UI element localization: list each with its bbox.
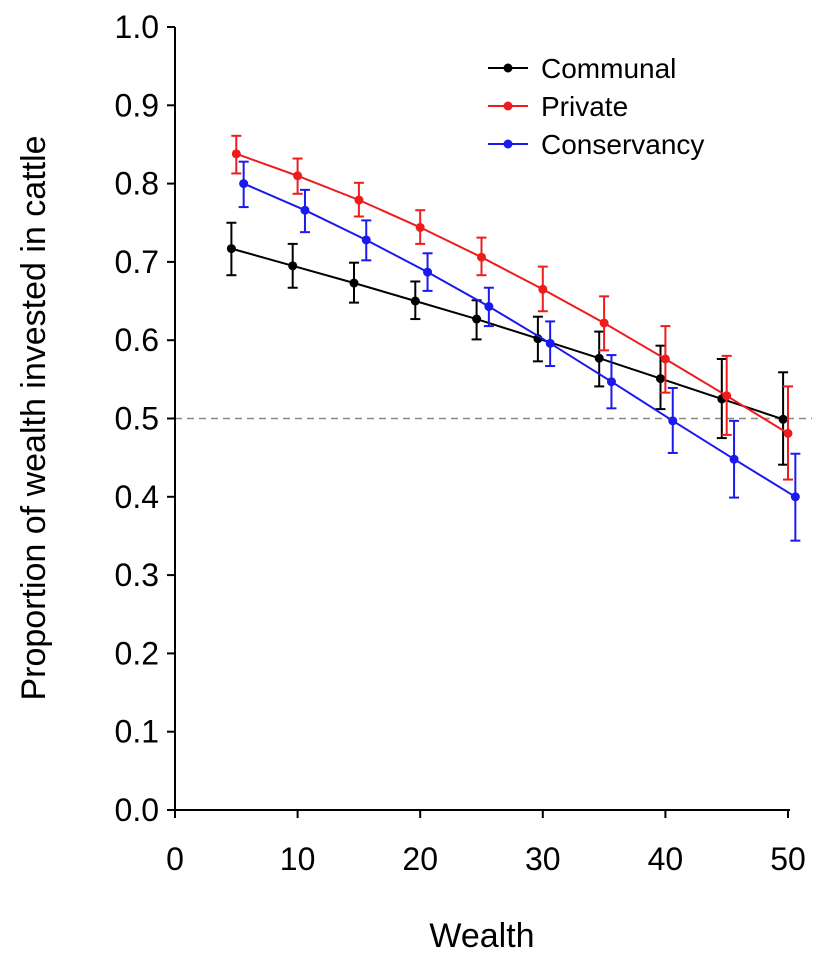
series-line <box>231 247 784 421</box>
legend-swatch-marker <box>503 139 513 149</box>
series-private <box>231 134 793 481</box>
data-point <box>599 318 609 328</box>
tick-layer: 0.0 0.1 0.2 0.3 0.4 0.5 0.6 0.7 0.8 0.9 1.0 0 10 20 30… <box>115 9 806 877</box>
data-point <box>300 205 310 215</box>
data-point <box>415 222 425 232</box>
legend: Communal Private Conservancy <box>488 53 704 160</box>
data-point <box>361 235 371 245</box>
legend-item-conservancy: Conservancy <box>488 129 704 160</box>
data-point <box>722 391 732 401</box>
series-communal <box>226 221 789 466</box>
y-tick-label: 0.3 <box>115 557 159 593</box>
legend-swatch-marker <box>503 63 513 73</box>
data-point <box>231 149 241 159</box>
legend-item-private: Private <box>488 91 628 122</box>
series-line <box>243 182 796 498</box>
series-line <box>235 152 789 435</box>
x-tick-label: 10 <box>280 841 316 877</box>
data-point <box>655 374 665 384</box>
data-point <box>293 171 303 181</box>
y-tick-label: 0.2 <box>115 635 159 671</box>
data-point <box>545 338 555 348</box>
series-layer <box>226 134 801 542</box>
x-tick-label: 50 <box>770 841 806 877</box>
y-tick-label: 0.5 <box>115 401 159 437</box>
x-tick-label: 40 <box>648 841 684 877</box>
data-point <box>477 252 486 262</box>
data-point <box>239 179 249 189</box>
y-tick-label: 0.7 <box>115 244 159 280</box>
legend-swatch-marker <box>503 101 513 111</box>
data-point <box>729 454 739 464</box>
y-axis-title: Proportion of wealth invested in cattle <box>15 135 53 700</box>
x-tick-label: 30 <box>525 841 561 877</box>
data-point <box>423 267 433 277</box>
series-conservancy <box>238 160 801 542</box>
data-point <box>668 416 678 426</box>
data-point <box>790 492 800 502</box>
y-tick-label: 1.0 <box>115 9 159 45</box>
y-tick-label: 0.4 <box>115 479 159 515</box>
x-axis-title: Wealth <box>429 917 534 955</box>
legend-item-communal: Communal <box>488 53 676 84</box>
data-point <box>410 296 420 306</box>
y-tick-label: 0.1 <box>115 714 159 750</box>
data-point <box>778 414 788 424</box>
data-point <box>538 284 548 294</box>
data-point <box>354 195 364 205</box>
y-tick-label: 0.6 <box>115 322 159 358</box>
legend-label: Communal <box>541 53 676 84</box>
data-point <box>472 314 482 324</box>
data-point <box>660 354 670 364</box>
x-tick-label: 0 <box>166 841 184 877</box>
legend-label: Private <box>541 91 628 122</box>
y-tick-label: 0.0 <box>115 792 159 828</box>
data-point <box>226 244 236 254</box>
data-point <box>484 302 494 312</box>
data-point <box>349 278 359 288</box>
data-point <box>594 353 604 363</box>
y-tick-label: 0.9 <box>115 87 159 123</box>
legend-label: Conservancy <box>541 129 704 160</box>
data-point <box>606 377 616 387</box>
x-tick-label: 20 <box>402 841 438 877</box>
data-point <box>288 261 298 271</box>
data-point <box>783 428 793 438</box>
y-tick-label: 0.8 <box>115 166 159 202</box>
